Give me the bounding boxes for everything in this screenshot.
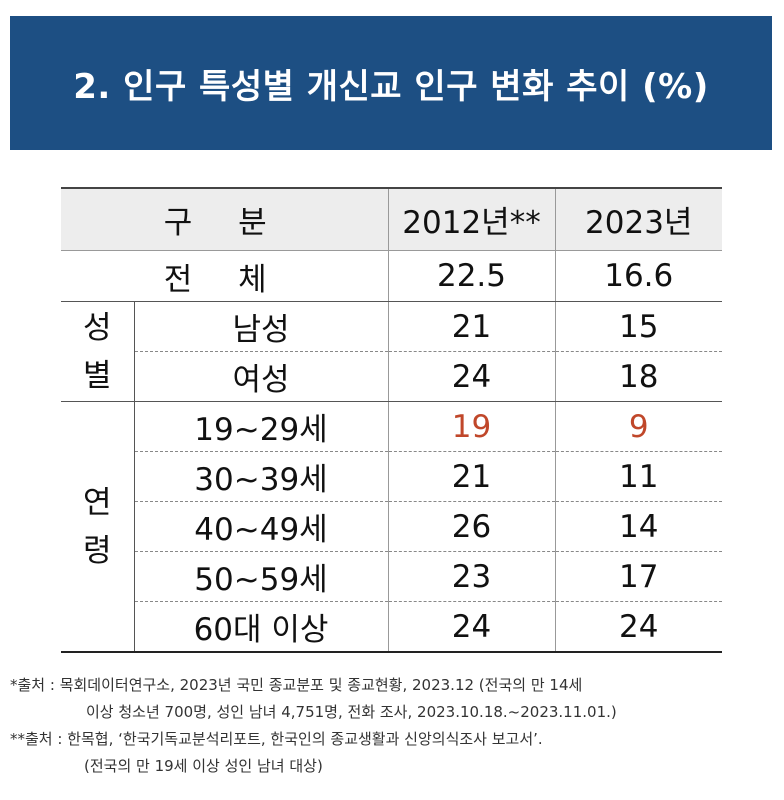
page-title: 2. 인구 특성별 개신교 인구 변화 추이 (%) bbox=[10, 16, 772, 150]
row-label: 60대 이상 bbox=[134, 601, 389, 653]
note-line: 이상 청소년 700명, 성인 남녀 4,751명, 전화 조사, 2023.1… bbox=[86, 703, 617, 721]
value-2023: 17 bbox=[555, 551, 722, 602]
row-label: 19~29세 bbox=[134, 401, 389, 452]
total-2023: 16.6 bbox=[555, 250, 722, 302]
value-2012: 24 bbox=[388, 351, 556, 402]
value-2012: 24 bbox=[388, 601, 556, 653]
total-2012: 22.5 bbox=[388, 250, 556, 302]
table-row: 연 령 19~29세 19 9 bbox=[61, 401, 722, 653]
value-2023: 24 bbox=[555, 601, 722, 653]
total-label: 전 체 bbox=[61, 250, 389, 302]
data-table: 구 분 2012년** 2023년 전 체 22.5 16.6 성 별 남성 2… bbox=[61, 187, 722, 653]
note-line: (전국의 만 19세 이상 성인 남녀 대상) bbox=[84, 757, 323, 775]
value-2023-highlight: 9 bbox=[555, 401, 722, 452]
table-header-row: 구 분 2012년** 2023년 bbox=[61, 187, 722, 251]
source-notes: *출처 : 목회데이터연구소, 2023년 국민 종교분포 및 종교현황, 20… bbox=[10, 672, 770, 780]
note-line: **출처 : 한목협, ‘한국기독교분석리포트, 한국인의 종교생활과 신앙의식… bbox=[10, 730, 543, 748]
table-row: 성 별 남성 21 15 bbox=[61, 301, 722, 402]
group-label-gender: 성 별 bbox=[61, 301, 135, 402]
row-label: 여성 bbox=[134, 351, 389, 402]
table-row: 60대 이상 24 24 bbox=[61, 601, 722, 653]
row-label: 50~59세 bbox=[134, 551, 389, 602]
value-2012: 26 bbox=[388, 501, 556, 552]
header-2023: 2023년 bbox=[555, 187, 722, 251]
table-row: 30~39세 21 11 bbox=[61, 451, 722, 502]
value-2012: 21 bbox=[388, 451, 556, 502]
value-2023: 14 bbox=[555, 501, 722, 552]
table-row: 여성 24 18 bbox=[61, 351, 722, 402]
table-row: 40~49세 26 14 bbox=[61, 501, 722, 552]
row-label: 40~49세 bbox=[134, 501, 389, 552]
value-2012-highlight: 19 bbox=[388, 401, 556, 452]
row-label: 30~39세 bbox=[134, 451, 389, 502]
header-category: 구 분 bbox=[61, 187, 389, 251]
value-2023: 11 bbox=[555, 451, 722, 502]
row-label: 남성 bbox=[134, 301, 389, 352]
note-line: *출처 : 목회데이터연구소, 2023년 국민 종교분포 및 종교현황, 20… bbox=[10, 676, 583, 694]
value-2012: 21 bbox=[388, 301, 556, 352]
value-2023: 15 bbox=[555, 301, 722, 352]
value-2012: 23 bbox=[388, 551, 556, 602]
group-label-age: 연 령 bbox=[61, 401, 135, 653]
header-2012: 2012년** bbox=[388, 187, 556, 251]
table-row-total: 전 체 22.5 16.6 bbox=[61, 250, 722, 302]
table-row: 50~59세 23 17 bbox=[61, 551, 722, 602]
value-2023: 18 bbox=[555, 351, 722, 402]
